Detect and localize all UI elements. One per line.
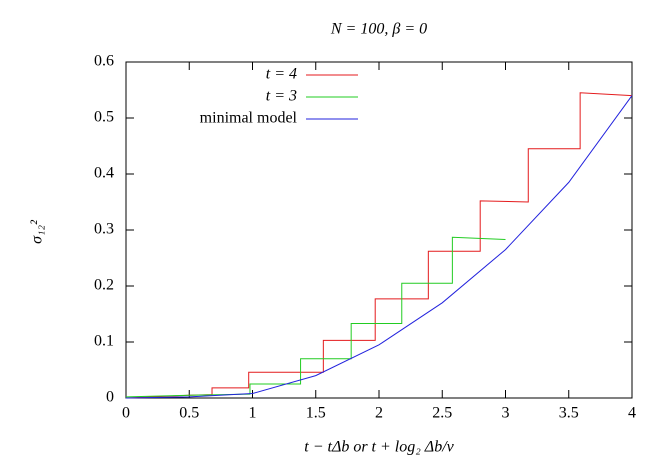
x-tick-label: 0: [122, 405, 130, 422]
y-tick-label: 0.6: [94, 53, 114, 70]
legend-label: t = 3: [266, 88, 297, 105]
y-tick-label: 0.3: [94, 221, 114, 238]
x-tick-label: 1.5: [306, 405, 326, 422]
x-tick-label: 4: [628, 405, 636, 422]
chart-title: N = 100, β = 0: [330, 21, 427, 38]
x-tick-label: 2: [375, 405, 383, 422]
y-tick-label: 0.2: [94, 277, 114, 294]
y-tick-label: 0.4: [94, 165, 114, 182]
x-tick-label: 0.5: [179, 405, 199, 422]
series-line: [125, 95, 633, 399]
series-line: [125, 236, 506, 398]
y-tick-label: 0.5: [94, 109, 114, 126]
y-axis-label: σ₁₂²: [29, 219, 46, 244]
legend-label: minimal model: [200, 110, 298, 127]
x-tick-label: 2.5: [432, 405, 452, 422]
series-line: [125, 92, 633, 399]
x-tick-label: 3.5: [559, 405, 579, 422]
y-tick-label: 0: [106, 389, 114, 406]
x-tick-label: 3: [502, 405, 510, 422]
x-axis-label: t − tΔb or t + log₂ Δb/v: [304, 439, 454, 456]
x-tick-label: 1: [249, 405, 257, 422]
y-tick-label: 0.1: [94, 333, 114, 350]
legend-label: t = 4: [266, 66, 297, 83]
